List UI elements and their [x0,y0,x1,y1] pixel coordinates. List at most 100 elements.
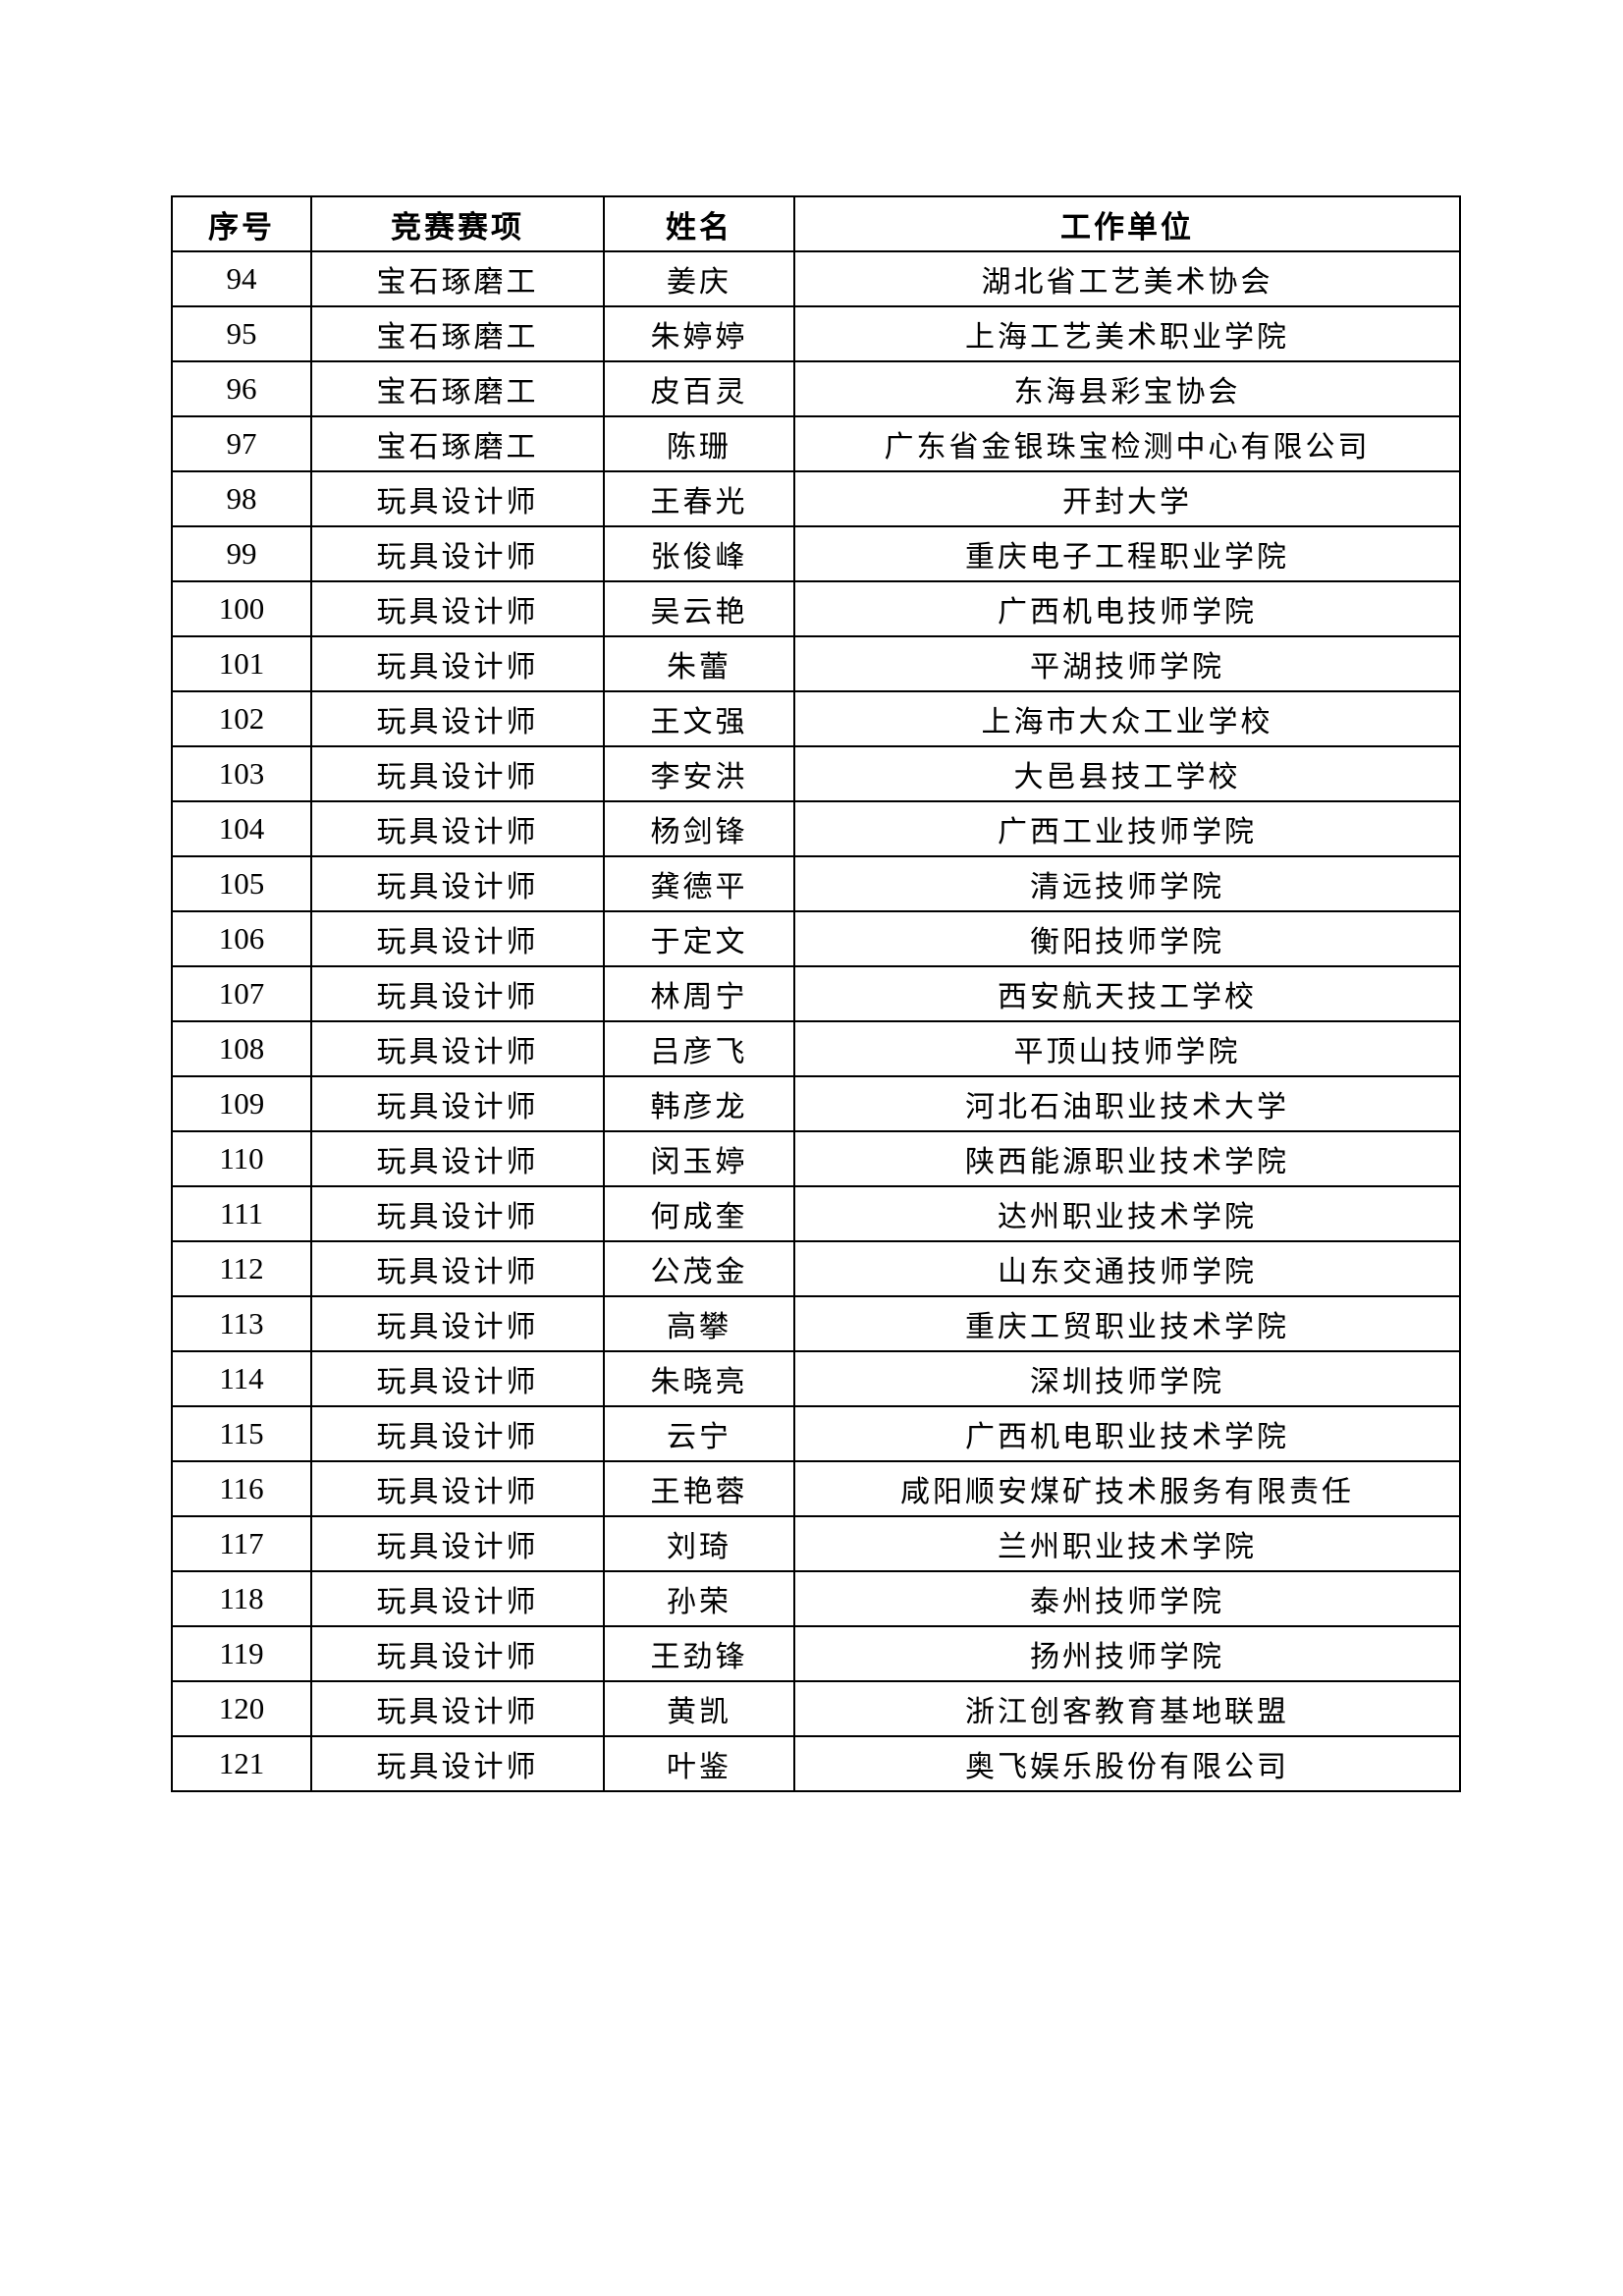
table-row: 94 宝石琢磨工 姜庆 湖北省工艺美术协会 [171,250,1461,307]
table-row: 108 玩具设计师 吕彦飞 平顶山技师学院 [171,1020,1461,1077]
cell-event: 宝石琢磨工 [310,415,605,472]
cell-index: 108 [171,1020,312,1077]
cell-index: 104 [171,800,312,857]
table-row: 105 玩具设计师 龚德平 清远技师学院 [171,855,1461,912]
header-name: 姓名 [603,195,795,252]
table-row: 100 玩具设计师 吴云艳 广西机电技师学院 [171,580,1461,637]
table-row: 121 玩具设计师 叶鉴 奥飞娱乐股份有限公司 [171,1735,1461,1792]
table-row: 102 玩具设计师 王文强 上海市大众工业学校 [171,690,1461,747]
cell-event: 玩具设计师 [310,1405,605,1462]
table-row: 99 玩具设计师 张俊峰 重庆电子工程职业学院 [171,525,1461,582]
cell-employer: 达州职业技术学院 [793,1185,1461,1242]
cell-index: 117 [171,1515,312,1572]
cell-employer: 大邑县技工学校 [793,745,1461,802]
cell-event: 玩具设计师 [310,1295,605,1352]
cell-event: 玩具设计师 [310,635,605,692]
cell-employer: 西安航天技工学校 [793,965,1461,1022]
table-row: 98 玩具设计师 王春光 开封大学 [171,470,1461,527]
cell-employer: 浙江创客教育基地联盟 [793,1680,1461,1737]
cell-name: 姜庆 [603,250,795,307]
cell-index: 105 [171,855,312,912]
cell-name: 于定文 [603,910,795,967]
cell-employer: 上海市大众工业学校 [793,690,1461,747]
cell-employer: 兰州职业技术学院 [793,1515,1461,1572]
table-row: 106 玩具设计师 于定文 衡阳技师学院 [171,910,1461,967]
cell-event: 玩具设计师 [310,1680,605,1737]
cell-event: 玩具设计师 [310,745,605,802]
cell-name: 王艳蓉 [603,1460,795,1517]
table-header-row: 序号 竞赛赛项 姓名 工作单位 [171,195,1461,252]
cell-index: 103 [171,745,312,802]
cell-event: 玩具设计师 [310,1075,605,1132]
cell-name: 王劲锋 [603,1625,795,1682]
cell-event: 玩具设计师 [310,1570,605,1627]
cell-name: 王春光 [603,470,795,527]
cell-employer: 平湖技师学院 [793,635,1461,692]
cell-employer: 衡阳技师学院 [793,910,1461,967]
cell-name: 皮百灵 [603,360,795,417]
cell-name: 李安洪 [603,745,795,802]
cell-name: 吕彦飞 [603,1020,795,1077]
cell-employer: 广西机电技师学院 [793,580,1461,637]
cell-name: 张俊峰 [603,525,795,582]
cell-index: 107 [171,965,312,1022]
cell-name: 王文强 [603,690,795,747]
cell-event: 玩具设计师 [310,1350,605,1407]
cell-event: 玩具设计师 [310,1130,605,1187]
cell-name: 龚德平 [603,855,795,912]
cell-name: 韩彦龙 [603,1075,795,1132]
cell-index: 101 [171,635,312,692]
table-row: 116 玩具设计师 王艳蓉 咸阳顺安煤矿技术服务有限责任 [171,1460,1461,1517]
cell-event: 玩具设计师 [310,1625,605,1682]
table-row: 97 宝石琢磨工 陈珊 广东省金银珠宝检测中心有限公司 [171,415,1461,472]
cell-event: 玩具设计师 [310,580,605,637]
table-row: 119 玩具设计师 王劲锋 扬州技师学院 [171,1625,1461,1682]
cell-employer: 开封大学 [793,470,1461,527]
table-row: 96 宝石琢磨工 皮百灵 东海县彩宝协会 [171,360,1461,417]
cell-index: 115 [171,1405,312,1462]
table-row: 95 宝石琢磨工 朱婷婷 上海工艺美术职业学院 [171,305,1461,362]
cell-event: 玩具设计师 [310,470,605,527]
cell-event: 玩具设计师 [310,1515,605,1572]
cell-name: 刘琦 [603,1515,795,1572]
cell-event: 宝石琢磨工 [310,250,605,307]
cell-event: 玩具设计师 [310,910,605,967]
table-row: 107 玩具设计师 林周宁 西安航天技工学校 [171,965,1461,1022]
cell-index: 94 [171,250,312,307]
cell-name: 高攀 [603,1295,795,1352]
cell-event: 玩具设计师 [310,800,605,857]
table-row: 113 玩具设计师 高攀 重庆工贸职业技术学院 [171,1295,1461,1352]
cell-event: 玩具设计师 [310,690,605,747]
cell-index: 119 [171,1625,312,1682]
cell-index: 121 [171,1735,312,1792]
cell-index: 114 [171,1350,312,1407]
cell-name: 云宁 [603,1405,795,1462]
cell-employer: 河北石油职业技术大学 [793,1075,1461,1132]
cell-index: 95 [171,305,312,362]
table-row: 103 玩具设计师 李安洪 大邑县技工学校 [171,745,1461,802]
cell-index: 118 [171,1570,312,1627]
cell-index: 106 [171,910,312,967]
cell-employer: 东海县彩宝协会 [793,360,1461,417]
cell-index: 111 [171,1185,312,1242]
cell-name: 陈珊 [603,415,795,472]
cell-name: 朱蕾 [603,635,795,692]
cell-employer: 深圳技师学院 [793,1350,1461,1407]
table-row: 117 玩具设计师 刘琦 兰州职业技术学院 [171,1515,1461,1572]
cell-index: 110 [171,1130,312,1187]
table-row: 110 玩具设计师 闵玉婷 陕西能源职业技术学院 [171,1130,1461,1187]
table-row: 104 玩具设计师 杨剑锋 广西工业技师学院 [171,800,1461,857]
cell-index: 113 [171,1295,312,1352]
cell-event: 玩具设计师 [310,855,605,912]
cell-index: 100 [171,580,312,637]
cell-event: 玩具设计师 [310,1735,605,1792]
table-row: 114 玩具设计师 朱晓亮 深圳技师学院 [171,1350,1461,1407]
cell-index: 98 [171,470,312,527]
cell-employer: 广西机电职业技术学院 [793,1405,1461,1462]
header-employer: 工作单位 [793,195,1461,252]
table-row: 112 玩具设计师 公茂金 山东交通技师学院 [171,1240,1461,1297]
cell-name: 林周宁 [603,965,795,1022]
cell-event: 宝石琢磨工 [310,360,605,417]
table-row: 109 玩具设计师 韩彦龙 河北石油职业技术大学 [171,1075,1461,1132]
table-row: 111 玩具设计师 何成奎 达州职业技术学院 [171,1185,1461,1242]
